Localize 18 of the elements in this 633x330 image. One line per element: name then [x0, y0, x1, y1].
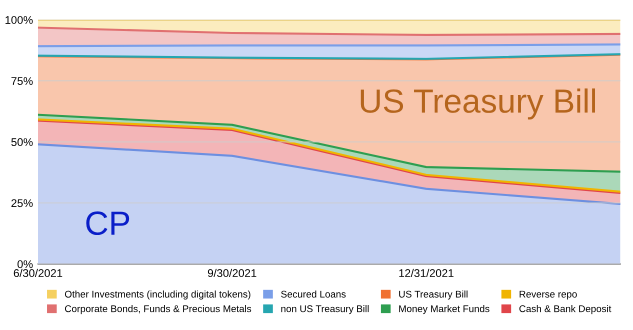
legend-label: Cash & Bank Deposit — [519, 305, 612, 314]
annotation: US Treasury Bill — [360, 88, 596, 120]
legend-label: Money Market Funds — [399, 305, 490, 314]
y-tick-label: 0% — [17, 260, 33, 268]
legend-label: non US Treasury Bill — [281, 305, 369, 314]
legend-label: Other Investments (including digital tokens) — [64, 290, 250, 300]
legend-label: Reverse repo — [520, 290, 577, 300]
y-tick-label: 25% — [11, 199, 33, 208]
legend-label: Corporate Bonds, Funds & Precious Metals — [65, 305, 252, 314]
x-tick-label: 6/30/2021 — [14, 268, 62, 278]
annotation: CP — [86, 211, 130, 236]
x-tick-label: 9/30/2021 — [208, 268, 256, 278]
legend-label: Secured Loans — [281, 290, 346, 298]
x-tick-label: 12/31/2021 — [399, 268, 454, 278]
y-tick-label: 75% — [11, 77, 33, 85]
y-tick-label: 100% — [6, 16, 33, 24]
legend-label: US Treasury Bill — [399, 290, 468, 300]
y-tick-label: 50% — [11, 138, 33, 146]
